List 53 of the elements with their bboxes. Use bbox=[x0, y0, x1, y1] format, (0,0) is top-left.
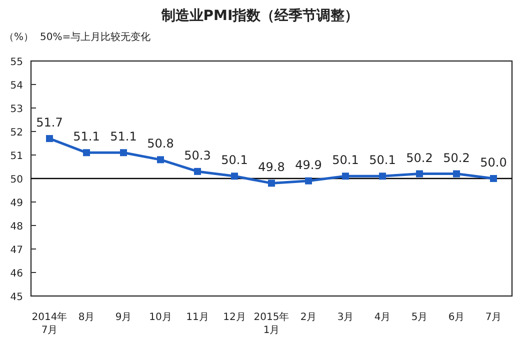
data-label: 50.3 bbox=[184, 148, 211, 162]
x-tick-label: 3月 bbox=[337, 312, 354, 323]
x-tick-label: 10月 bbox=[149, 312, 172, 323]
y-tick-label: 54 bbox=[10, 80, 23, 92]
x-tick-label: 7月 bbox=[485, 312, 502, 323]
point bbox=[379, 172, 386, 180]
data-label: 50.1 bbox=[221, 153, 248, 168]
point bbox=[268, 180, 275, 187]
y-tick-label: 46 bbox=[10, 268, 23, 280]
point bbox=[453, 170, 460, 178]
y-tick-label: 52 bbox=[10, 128, 23, 138]
y-tick-label: 48 bbox=[10, 222, 23, 232]
x-tick-label: 2月 bbox=[300, 312, 317, 323]
x-tick-label: 2014年 7月 bbox=[32, 311, 68, 336]
point bbox=[342, 172, 349, 180]
point bbox=[83, 149, 90, 156]
y-tick-label: 55 bbox=[10, 57, 23, 68]
point bbox=[120, 149, 127, 156]
point bbox=[194, 168, 201, 175]
y-tick-label: 47 bbox=[10, 245, 23, 256]
x-tick-label: 9月 bbox=[115, 312, 132, 323]
data-label: 50.2 bbox=[406, 150, 433, 165]
x-tick-label: 11月 bbox=[186, 312, 209, 323]
point bbox=[157, 156, 164, 164]
y-tick-label: 51 bbox=[10, 151, 23, 162]
x-tick-label: 5月 bbox=[411, 312, 428, 323]
data-label: 50.8 bbox=[147, 136, 174, 151]
text: 50%=与上月比较无变化 bbox=[40, 31, 151, 43]
data-label: 50.1 bbox=[332, 153, 359, 168]
data-label: 51.7 bbox=[36, 116, 63, 130]
chart-title: 制造业PMI指数（经季节调整） bbox=[160, 7, 359, 24]
point bbox=[305, 177, 312, 184]
y-tick-label: 53 bbox=[10, 104, 23, 115]
point bbox=[46, 135, 53, 142]
y-tick-label: 45 bbox=[10, 292, 23, 303]
data-label: 49.8 bbox=[258, 160, 285, 174]
point bbox=[416, 170, 423, 178]
x-tick-label: 8月 bbox=[78, 312, 95, 323]
point bbox=[490, 175, 497, 182]
x-tick-label: 4月 bbox=[374, 312, 391, 323]
data-label: 51.1 bbox=[73, 130, 100, 144]
x-tick-label: 12月 bbox=[223, 312, 246, 323]
data-label: 50.0 bbox=[480, 156, 507, 170]
x-tick-label: 6月 bbox=[448, 312, 465, 323]
data-label: 50.1 bbox=[369, 153, 396, 168]
data-label: 50.2 bbox=[443, 150, 470, 165]
data-label: 51.1 bbox=[110, 130, 137, 144]
x-tick-label: 2015年 1月 bbox=[254, 311, 290, 336]
y-tick-label: 49 bbox=[10, 198, 23, 209]
point bbox=[231, 172, 238, 180]
y-tick-label: 50 bbox=[10, 174, 23, 186]
data-label: 49.9 bbox=[295, 158, 322, 172]
y-axis-title: （%） bbox=[4, 32, 34, 43]
